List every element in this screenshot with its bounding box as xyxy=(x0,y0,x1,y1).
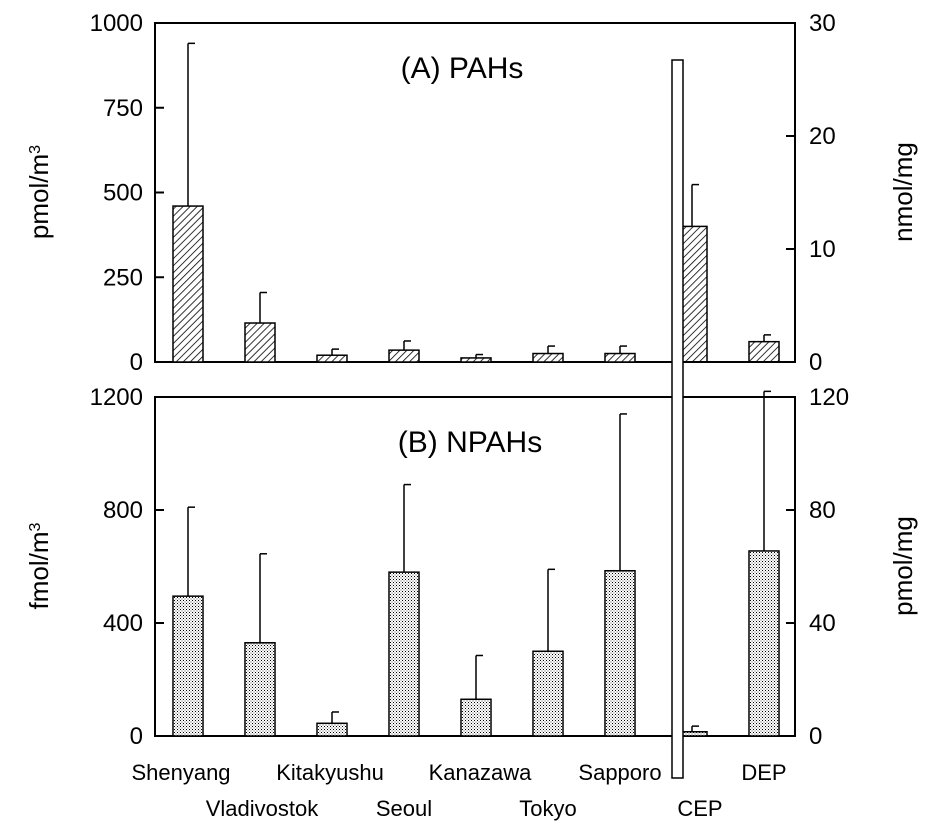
bar-shenyang xyxy=(172,595,204,737)
bar-sapporo xyxy=(604,352,636,363)
cep-separator xyxy=(671,59,795,779)
x-category-label-vladivostok: Vladivostok xyxy=(206,796,320,821)
bar-seoul xyxy=(388,571,420,737)
panel-title: (B) NPAHs xyxy=(398,426,542,459)
bar-tokyo xyxy=(532,650,564,737)
right-y-tick-label: 0 xyxy=(809,723,822,750)
left-y-tick-label: 800 xyxy=(103,497,143,524)
left-y-tick-label: 1000 xyxy=(90,10,143,37)
x-category-label-cep: CEP xyxy=(677,796,722,821)
x-axis-labels: Shenyang Vladivostok Kitakyushu Seoul Kanaza… xyxy=(131,760,786,821)
x-category-label-kitakyushu: Kitakyushu xyxy=(276,760,384,785)
bar-shenyang xyxy=(172,205,204,363)
left-y-tick-label: 1200 xyxy=(90,384,143,411)
bar-kitakyushu xyxy=(316,722,348,737)
bar-vladivostok xyxy=(244,322,276,363)
right-y-tick-label: 80 xyxy=(809,497,836,524)
bar-dep xyxy=(748,550,780,737)
panel-b: 0 400 800 1200 0 40 80 120 (B) NPAHs fmol/m3 pmol/… xyxy=(24,384,918,750)
right-y-tick-label: 20 xyxy=(809,123,836,150)
x-category-label-tokyo: Tokyo xyxy=(519,796,576,821)
left-y-tick-label: 0 xyxy=(130,349,143,376)
x-category-label-sapporo: Sapporo xyxy=(578,760,661,785)
x-category-label-kanazawa: Kanazawa xyxy=(429,760,533,785)
bar-kanazawa xyxy=(460,357,492,363)
left-y-tick-label: 750 xyxy=(103,95,143,122)
left-y-tick-label: 500 xyxy=(103,180,143,207)
right-y-tick-label: 0 xyxy=(809,349,822,376)
bar-tokyo xyxy=(532,352,564,363)
left-y-tick-label: 400 xyxy=(103,610,143,637)
bar-dep xyxy=(748,340,780,363)
panel-a: 0 250 500 750 1000 0 10 20 30 (A) PAHs pmol/m3 nmol… xyxy=(24,10,918,376)
left-y-tick-label: 0 xyxy=(130,723,143,750)
left-y-tick-label: 250 xyxy=(103,264,143,291)
bar-sapporo xyxy=(604,569,636,737)
right-axis-label: nmol/mg xyxy=(888,142,918,242)
left-axis-label: fmol/m3 xyxy=(24,522,54,609)
left-axis-label: pmol/m3 xyxy=(24,145,54,239)
right-y-tick-label: 120 xyxy=(809,384,849,411)
right-y-tick-label: 10 xyxy=(809,236,836,263)
bar-kitakyushu xyxy=(316,354,348,363)
x-category-label-dep: DEP xyxy=(741,760,786,785)
x-category-label-shenyang: Shenyang xyxy=(131,760,230,785)
bar-seoul xyxy=(388,349,420,363)
panel-title: (A) PAHs xyxy=(401,52,524,85)
right-axis-label: pmol/mg xyxy=(888,516,918,616)
right-y-tick-label: 40 xyxy=(809,610,836,637)
right-y-tick-label: 30 xyxy=(809,10,836,37)
bar-kanazawa xyxy=(460,698,492,737)
bar-vladivostok xyxy=(244,642,276,737)
separator-box xyxy=(671,59,684,779)
x-category-label-seoul: Seoul xyxy=(376,796,432,821)
